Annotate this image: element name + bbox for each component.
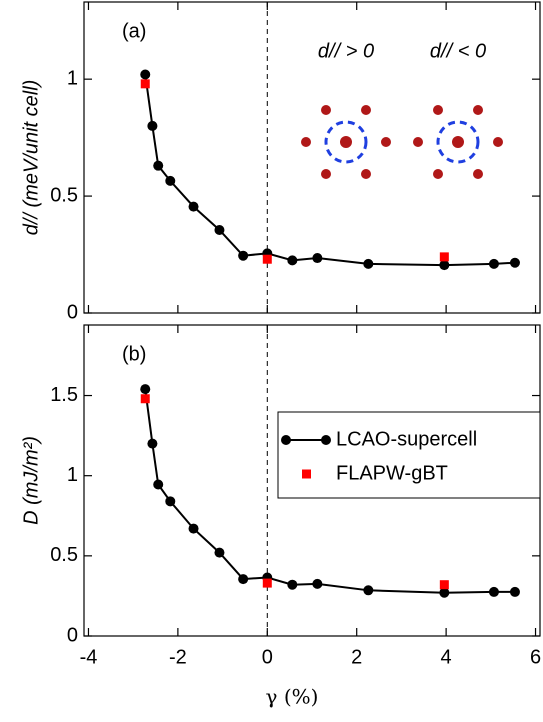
data-point <box>509 257 520 268</box>
x-tick-label: -4 <box>80 646 98 668</box>
data-point <box>287 255 298 266</box>
data-point <box>439 260 450 271</box>
data-point <box>165 496 176 507</box>
data-point <box>488 258 499 269</box>
annotation: d// < 0 <box>430 40 486 62</box>
data-point <box>188 201 199 212</box>
legend-marker <box>302 469 311 479</box>
y-axis-label: d// (meV/unit cell) <box>20 80 42 236</box>
data-point <box>153 479 164 490</box>
legend-marker <box>321 435 331 445</box>
data-point <box>312 253 323 264</box>
data-point <box>439 580 449 590</box>
legend-label: LCAO-supercell <box>336 428 477 450</box>
y-axis-label: D (mJ/m²) <box>20 436 42 525</box>
data-point <box>214 224 225 235</box>
data-point <box>188 523 199 534</box>
data-point <box>153 160 164 171</box>
y-tick-label: 0.5 <box>50 184 78 206</box>
data-point <box>238 250 249 261</box>
data-point <box>363 258 374 269</box>
data-point <box>262 578 272 588</box>
x-axis-label: γ (%) <box>266 685 319 709</box>
data-point <box>509 586 520 597</box>
data-point <box>214 547 225 558</box>
data-point <box>238 574 249 585</box>
inset-left <box>301 105 391 179</box>
x-tick-label: 0 <box>262 646 273 668</box>
y-tick-label: 1.5 <box>50 384 78 406</box>
data-point <box>165 175 176 186</box>
data-point <box>363 585 374 596</box>
y-tick-label: 0 <box>67 624 78 646</box>
data-point <box>439 252 449 262</box>
x-tick-label: -2 <box>169 646 187 668</box>
y-tick-label: 0.5 <box>50 544 78 566</box>
data-point <box>287 579 298 590</box>
x-tick-label: 6 <box>530 646 541 668</box>
data-point <box>312 578 323 589</box>
y-tick-label: 1 <box>67 67 78 89</box>
annotation: d// > 0 <box>318 40 374 62</box>
panel-label: (a) <box>122 20 146 42</box>
y-tick-label: 0 <box>67 301 78 323</box>
legend-box <box>277 411 541 499</box>
data-point <box>140 394 150 404</box>
legend-marker <box>281 435 291 445</box>
legend-label: FLAPW-gBT <box>336 462 448 484</box>
data-point <box>147 438 158 449</box>
x-tick-label: 2 <box>351 646 362 668</box>
panel-label: (b) <box>122 343 146 365</box>
inset-right <box>413 105 503 179</box>
data-point <box>140 384 151 395</box>
plot-frame <box>83 1 541 314</box>
data-point <box>262 254 272 264</box>
y-tick-label: 1 <box>67 464 78 486</box>
data-point <box>488 586 499 597</box>
series-line <box>144 74 516 267</box>
data-point <box>140 69 151 80</box>
data-point <box>140 79 150 89</box>
data-point <box>147 120 158 131</box>
data-point <box>439 587 450 598</box>
x-tick-label: 4 <box>441 646 452 668</box>
